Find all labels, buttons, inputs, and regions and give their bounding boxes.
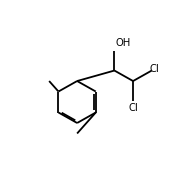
Text: Cl: Cl	[128, 103, 138, 113]
Text: OH: OH	[116, 38, 131, 48]
Text: Cl: Cl	[149, 64, 159, 74]
